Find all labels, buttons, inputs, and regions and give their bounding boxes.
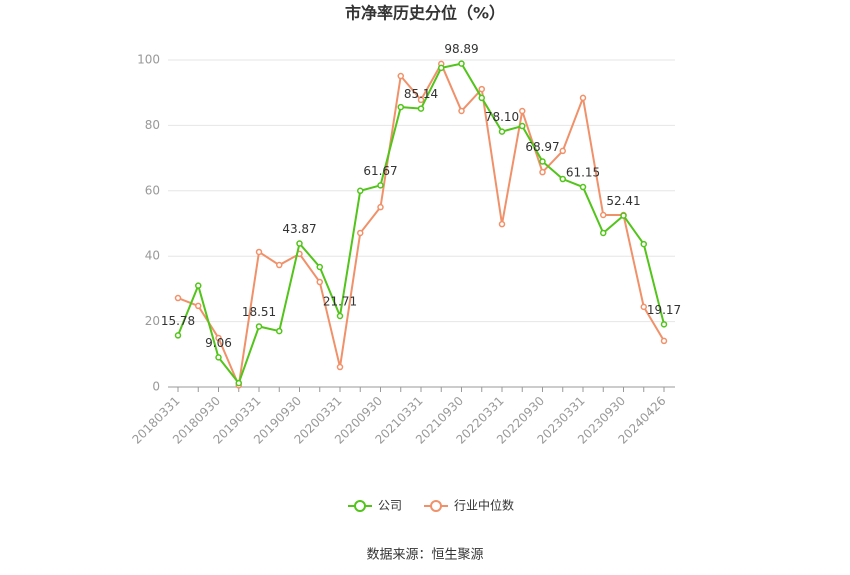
- data-point: [539, 158, 546, 165]
- data-label: 98.89: [444, 42, 478, 56]
- data-label: 18.51: [242, 305, 276, 319]
- data-point: [438, 64, 445, 72]
- legend-marker: [354, 500, 366, 512]
- y-tick-label: 100: [137, 53, 160, 67]
- data-point: [660, 321, 668, 328]
- legend-label: 公司: [378, 499, 402, 513]
- data-point: [559, 175, 566, 183]
- data-point: [195, 282, 202, 289]
- data-label: 9.06: [205, 336, 232, 350]
- y-tick-label: 60: [145, 183, 160, 197]
- data-point: [660, 337, 668, 345]
- data-point: [336, 363, 344, 371]
- data-point: [255, 323, 263, 330]
- data-label: 78.10: [485, 110, 519, 124]
- data-label: 21.71: [323, 295, 357, 309]
- legend-label: 行业中位数: [454, 498, 514, 513]
- data-point: [377, 182, 384, 189]
- data-point: [357, 187, 364, 195]
- y-tick-label: 40: [145, 249, 160, 263]
- data-point: [478, 85, 485, 93]
- data-point: [255, 248, 263, 256]
- data-label: 68.97: [525, 140, 559, 154]
- data-point: [519, 122, 526, 130]
- data-label: 15.78: [161, 314, 195, 328]
- data-point: [397, 72, 404, 80]
- data-point: [377, 203, 384, 211]
- data-point: [215, 334, 222, 342]
- data-point: [174, 294, 182, 302]
- data-point: [417, 96, 425, 104]
- data-point: [559, 147, 566, 155]
- data-point: [600, 211, 607, 219]
- y-tick-label: 20: [145, 314, 160, 328]
- legend-marker: [430, 500, 443, 512]
- data-point: [620, 212, 627, 219]
- data-label: 43.87: [282, 222, 316, 236]
- y-tick-label: 0: [152, 380, 160, 394]
- data-point: [519, 107, 526, 115]
- data-point: [579, 183, 587, 191]
- data-point: [498, 220, 506, 228]
- series-line: [177, 61, 665, 389]
- data-point: [316, 278, 323, 286]
- data-point: [539, 168, 546, 176]
- data-point: [478, 94, 485, 102]
- data-point: [235, 379, 242, 387]
- data-point: [417, 105, 425, 112]
- data-point: [498, 128, 506, 135]
- data-point: [600, 229, 607, 237]
- data-label: 52.41: [606, 194, 640, 208]
- data-point: [296, 240, 303, 247]
- y-tick-label: 80: [145, 118, 160, 132]
- source-note: 数据来源：恒生聚源: [366, 548, 483, 563]
- data-point: [215, 354, 222, 361]
- data-label: 85.14: [404, 87, 438, 101]
- data-point: [195, 302, 202, 310]
- data-point: [397, 103, 404, 111]
- data-point: [316, 263, 323, 271]
- data-point: [458, 107, 465, 115]
- data-label: 19.17: [647, 303, 681, 317]
- data-point: [640, 240, 647, 248]
- data-point: [174, 332, 182, 339]
- data-point: [579, 94, 587, 102]
- data-label: 61.67: [363, 164, 397, 178]
- data-point: [276, 261, 283, 269]
- chart-title: 市净率历史分位（%）: [345, 4, 505, 23]
- data-label: 61.15: [566, 166, 600, 180]
- data-point: [640, 303, 647, 311]
- data-point: [276, 327, 283, 335]
- data-point: [357, 229, 364, 237]
- data-point: [336, 312, 344, 320]
- data-point: [458, 60, 465, 67]
